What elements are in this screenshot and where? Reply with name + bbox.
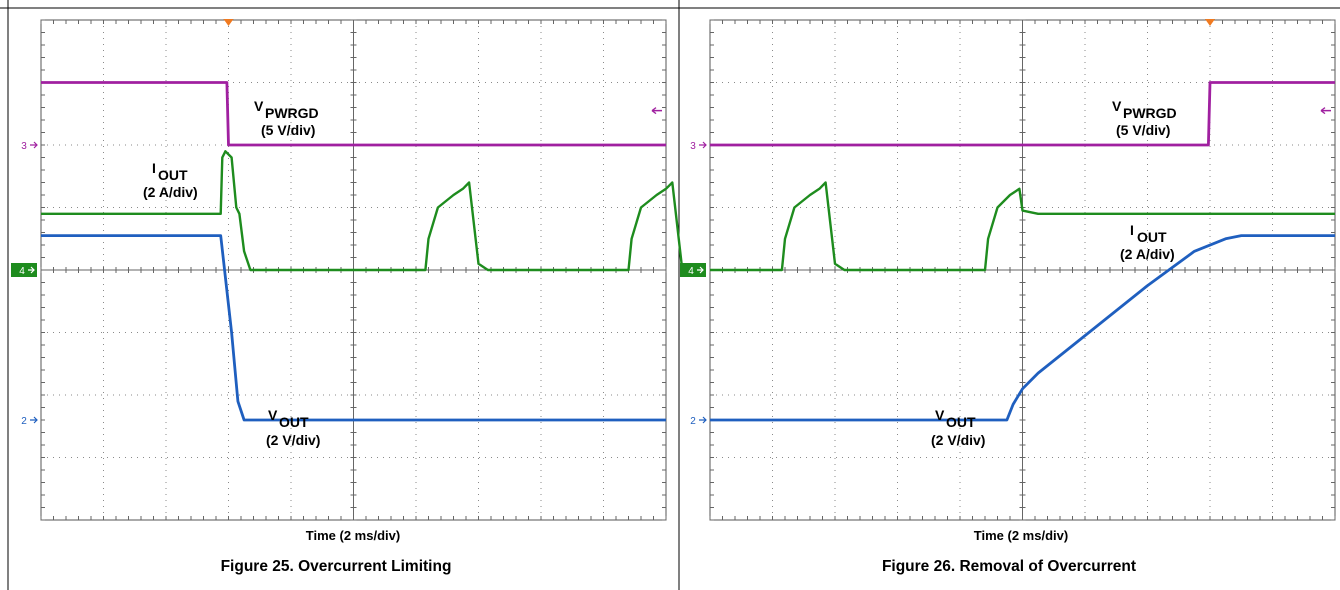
iout-label-name: I: [1130, 222, 1134, 238]
trigger-marker: [1205, 19, 1215, 26]
channel-3-marker-arrow: [30, 141, 38, 149]
channel-4-marker-box: [11, 263, 37, 277]
vpwrgd-trace: [710, 81, 1335, 147]
vpwrgd-scale: (5 V/div): [261, 122, 315, 138]
trigger-level-arrow: [651, 107, 662, 115]
trigger-marker: [223, 19, 234, 26]
vout-scale: (2 V/div): [266, 432, 320, 448]
figure-25-x-axis-label: Time (2 ms/div): [306, 528, 400, 543]
iout-scale: (2 A/div): [1120, 246, 1175, 262]
channel-3-marker-arrow: [699, 141, 707, 149]
trigger-level-arrow: [1320, 107, 1331, 115]
vout-trace: [41, 234, 666, 422]
figure-25-panel: 3 4 2 V PWRGD (5 V/div) I OUT (2 A/div) V …: [11, 19, 692, 575]
vpwrgd-trace: [41, 81, 666, 147]
channel-3-marker: 3: [690, 141, 696, 152]
vout-scale: (2 V/div): [931, 432, 985, 448]
iout-trace: [710, 181, 1335, 272]
channel-4-marker: 4: [688, 266, 694, 277]
figure-25-trace-labels: V PWRGD (5 V/div) I OUT (2 A/div) V OUT …: [143, 98, 320, 448]
figure-25-plot-area: 3 4 2: [11, 19, 692, 521]
channel-4-marker-arrow: [28, 266, 35, 274]
channel-2-marker-arrow: [699, 416, 707, 424]
channel-2-marker: 2: [21, 416, 27, 427]
iout-trace: [41, 150, 692, 272]
vout-label-name: V: [935, 407, 945, 423]
iout-label-name: I: [152, 160, 156, 176]
channel-4-marker: 4: [19, 266, 25, 277]
figure-26-x-axis-label: Time (2 ms/div): [974, 528, 1068, 543]
vout-label-subscript: OUT: [946, 414, 976, 430]
vout-trace: [710, 234, 1335, 422]
vpwrgd-label-subscript: PWRGD: [1123, 105, 1177, 121]
vout-label-name: V: [268, 407, 278, 423]
channel-3-marker: 3: [21, 141, 27, 152]
figure-26-panel: 3 4 2 V PWRGD (5 V/div) I OUT (2 A/div) V …: [680, 19, 1336, 575]
figure-26-trace-labels: V PWRGD (5 V/div) I OUT (2 A/div) V OUT …: [931, 98, 1177, 448]
channel-2-marker: 2: [690, 416, 696, 427]
figure-26-plot-area: 3 4 2: [680, 19, 1336, 521]
figure-25-caption: Figure 25. Overcurrent Limiting: [221, 558, 452, 575]
iout-label-subscript: OUT: [158, 167, 188, 183]
channel-2-marker-arrow: [30, 416, 38, 424]
iout-scale: (2 A/div): [143, 184, 198, 200]
vpwrgd-label-name: V: [254, 98, 264, 114]
figure-26-caption: Figure 26. Removal of Overcurrent: [882, 558, 1136, 575]
channel-4-marker-arrow: [697, 266, 704, 274]
vout-label-subscript: OUT: [279, 414, 309, 430]
vpwrgd-label-name: V: [1112, 98, 1122, 114]
vpwrgd-scale: (5 V/div): [1116, 122, 1170, 138]
iout-label-subscript: OUT: [1137, 229, 1167, 245]
channel-4-marker-box: [680, 263, 706, 277]
vpwrgd-label-subscript: PWRGD: [265, 105, 319, 121]
